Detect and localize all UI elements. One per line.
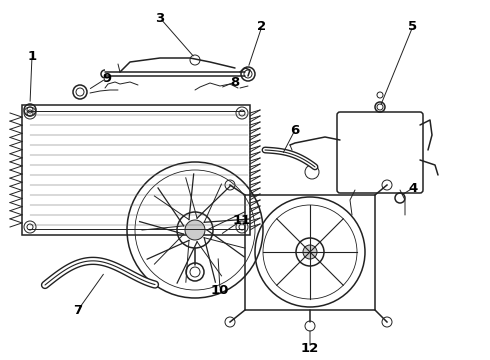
Text: 3: 3: [155, 12, 165, 24]
Text: 7: 7: [74, 303, 82, 316]
Text: 11: 11: [233, 213, 251, 226]
Text: 1: 1: [27, 49, 37, 63]
Text: 4: 4: [408, 181, 417, 194]
Circle shape: [303, 245, 317, 259]
Text: 10: 10: [211, 284, 229, 297]
Circle shape: [185, 220, 205, 240]
Text: 8: 8: [230, 76, 240, 89]
Text: 9: 9: [102, 72, 112, 85]
Text: 5: 5: [409, 19, 417, 32]
Text: 6: 6: [291, 123, 299, 136]
Text: 12: 12: [301, 342, 319, 355]
Text: 2: 2: [257, 19, 267, 32]
